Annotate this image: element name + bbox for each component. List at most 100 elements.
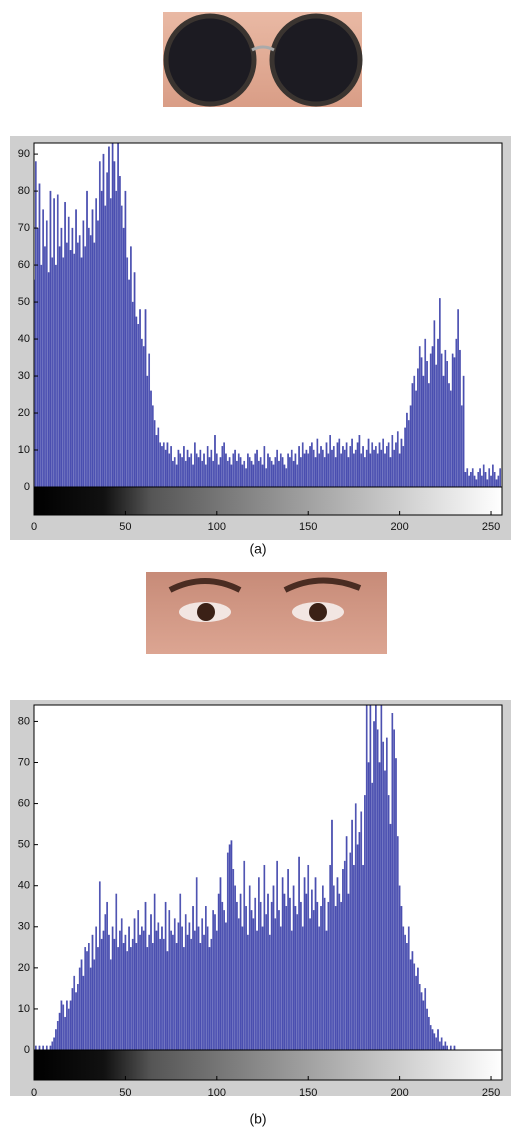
- intensity-colorbar: [34, 487, 502, 515]
- bar: [289, 457, 290, 487]
- figure-caption: (b): [249, 1111, 266, 1127]
- bar: [309, 919, 310, 1050]
- y-tick-label: 60: [18, 797, 30, 809]
- bar: [340, 902, 341, 1050]
- bar: [169, 454, 170, 487]
- bar: [170, 446, 171, 487]
- bar: [368, 763, 369, 1051]
- bar: [373, 721, 374, 1050]
- bar: [64, 202, 65, 487]
- bar: [311, 443, 312, 487]
- bar: [277, 450, 278, 487]
- bar: [364, 795, 365, 1050]
- bar: [200, 943, 201, 1050]
- bar: [53, 198, 54, 487]
- y-tick-label: 70: [18, 756, 30, 768]
- bar: [298, 857, 299, 1050]
- bar: [395, 443, 396, 487]
- bar: [185, 461, 186, 487]
- bar: [280, 927, 281, 1050]
- figure: 0102030405060708090050100150200250(a)010…: [0, 0, 511, 1128]
- bar: [286, 469, 287, 487]
- bar: [394, 450, 395, 487]
- bar: [150, 391, 151, 487]
- bar: [169, 910, 170, 1050]
- x-tick-label: 100: [208, 1087, 226, 1099]
- bar: [35, 161, 36, 487]
- bar: [426, 361, 427, 487]
- bar: [227, 461, 228, 487]
- bar: [213, 910, 214, 1050]
- bar: [81, 960, 82, 1050]
- bar: [450, 391, 451, 487]
- bar: [448, 383, 449, 487]
- bar: [116, 191, 117, 487]
- bar: [317, 439, 318, 487]
- bar: [275, 919, 276, 1050]
- bar: [187, 935, 188, 1050]
- bar: [319, 927, 320, 1050]
- bar: [381, 450, 382, 487]
- y-tick-label: 0: [24, 481, 30, 493]
- y-tick-label: 70: [18, 222, 30, 234]
- y-tick-label: 50: [18, 839, 30, 851]
- bar: [481, 476, 482, 487]
- bar: [189, 457, 190, 487]
- bar: [326, 931, 327, 1050]
- bar: [96, 198, 97, 487]
- bar: [319, 454, 320, 487]
- bar: [176, 465, 177, 487]
- bar: [183, 446, 184, 487]
- bar: [134, 919, 135, 1050]
- bar: [306, 894, 307, 1050]
- bar: [348, 894, 349, 1050]
- bar: [479, 469, 480, 487]
- bar: [359, 435, 360, 487]
- bar: [63, 1005, 64, 1050]
- bar: [465, 472, 466, 487]
- bar: [39, 184, 40, 487]
- y-tick-label: 20: [18, 962, 30, 974]
- bar: [392, 435, 393, 487]
- bar: [152, 406, 153, 487]
- bar: [384, 771, 385, 1050]
- bar: [81, 258, 82, 487]
- bar: [127, 258, 128, 487]
- bar: [99, 882, 100, 1050]
- bar: [421, 358, 422, 487]
- bar: [357, 845, 358, 1050]
- bar: [43, 210, 44, 487]
- bar: [218, 894, 219, 1050]
- bar: [236, 461, 237, 487]
- bar: [172, 935, 173, 1050]
- bar: [223, 910, 224, 1050]
- bar: [72, 228, 73, 487]
- bar: [421, 993, 422, 1051]
- bar: [128, 280, 129, 487]
- bar: [85, 947, 86, 1050]
- bar: [459, 350, 460, 487]
- bar: [103, 154, 104, 487]
- bar: [176, 943, 177, 1050]
- bar: [255, 454, 256, 487]
- bar: [278, 461, 279, 487]
- bar: [181, 927, 182, 1050]
- bar: [147, 376, 148, 487]
- bar: [46, 221, 47, 487]
- bar: [97, 947, 98, 1050]
- bar: [361, 812, 362, 1050]
- bar: [112, 927, 113, 1050]
- bar: [280, 454, 281, 487]
- bar: [359, 832, 360, 1050]
- bar: [397, 836, 398, 1050]
- bar: [233, 454, 234, 487]
- bar: [467, 469, 468, 487]
- y-tick-label: 10: [18, 1003, 30, 1015]
- bar: [304, 878, 305, 1051]
- bar: [234, 450, 235, 487]
- bar: [333, 886, 334, 1050]
- bar: [406, 943, 407, 1050]
- bar: [419, 346, 420, 487]
- bar: [41, 265, 42, 487]
